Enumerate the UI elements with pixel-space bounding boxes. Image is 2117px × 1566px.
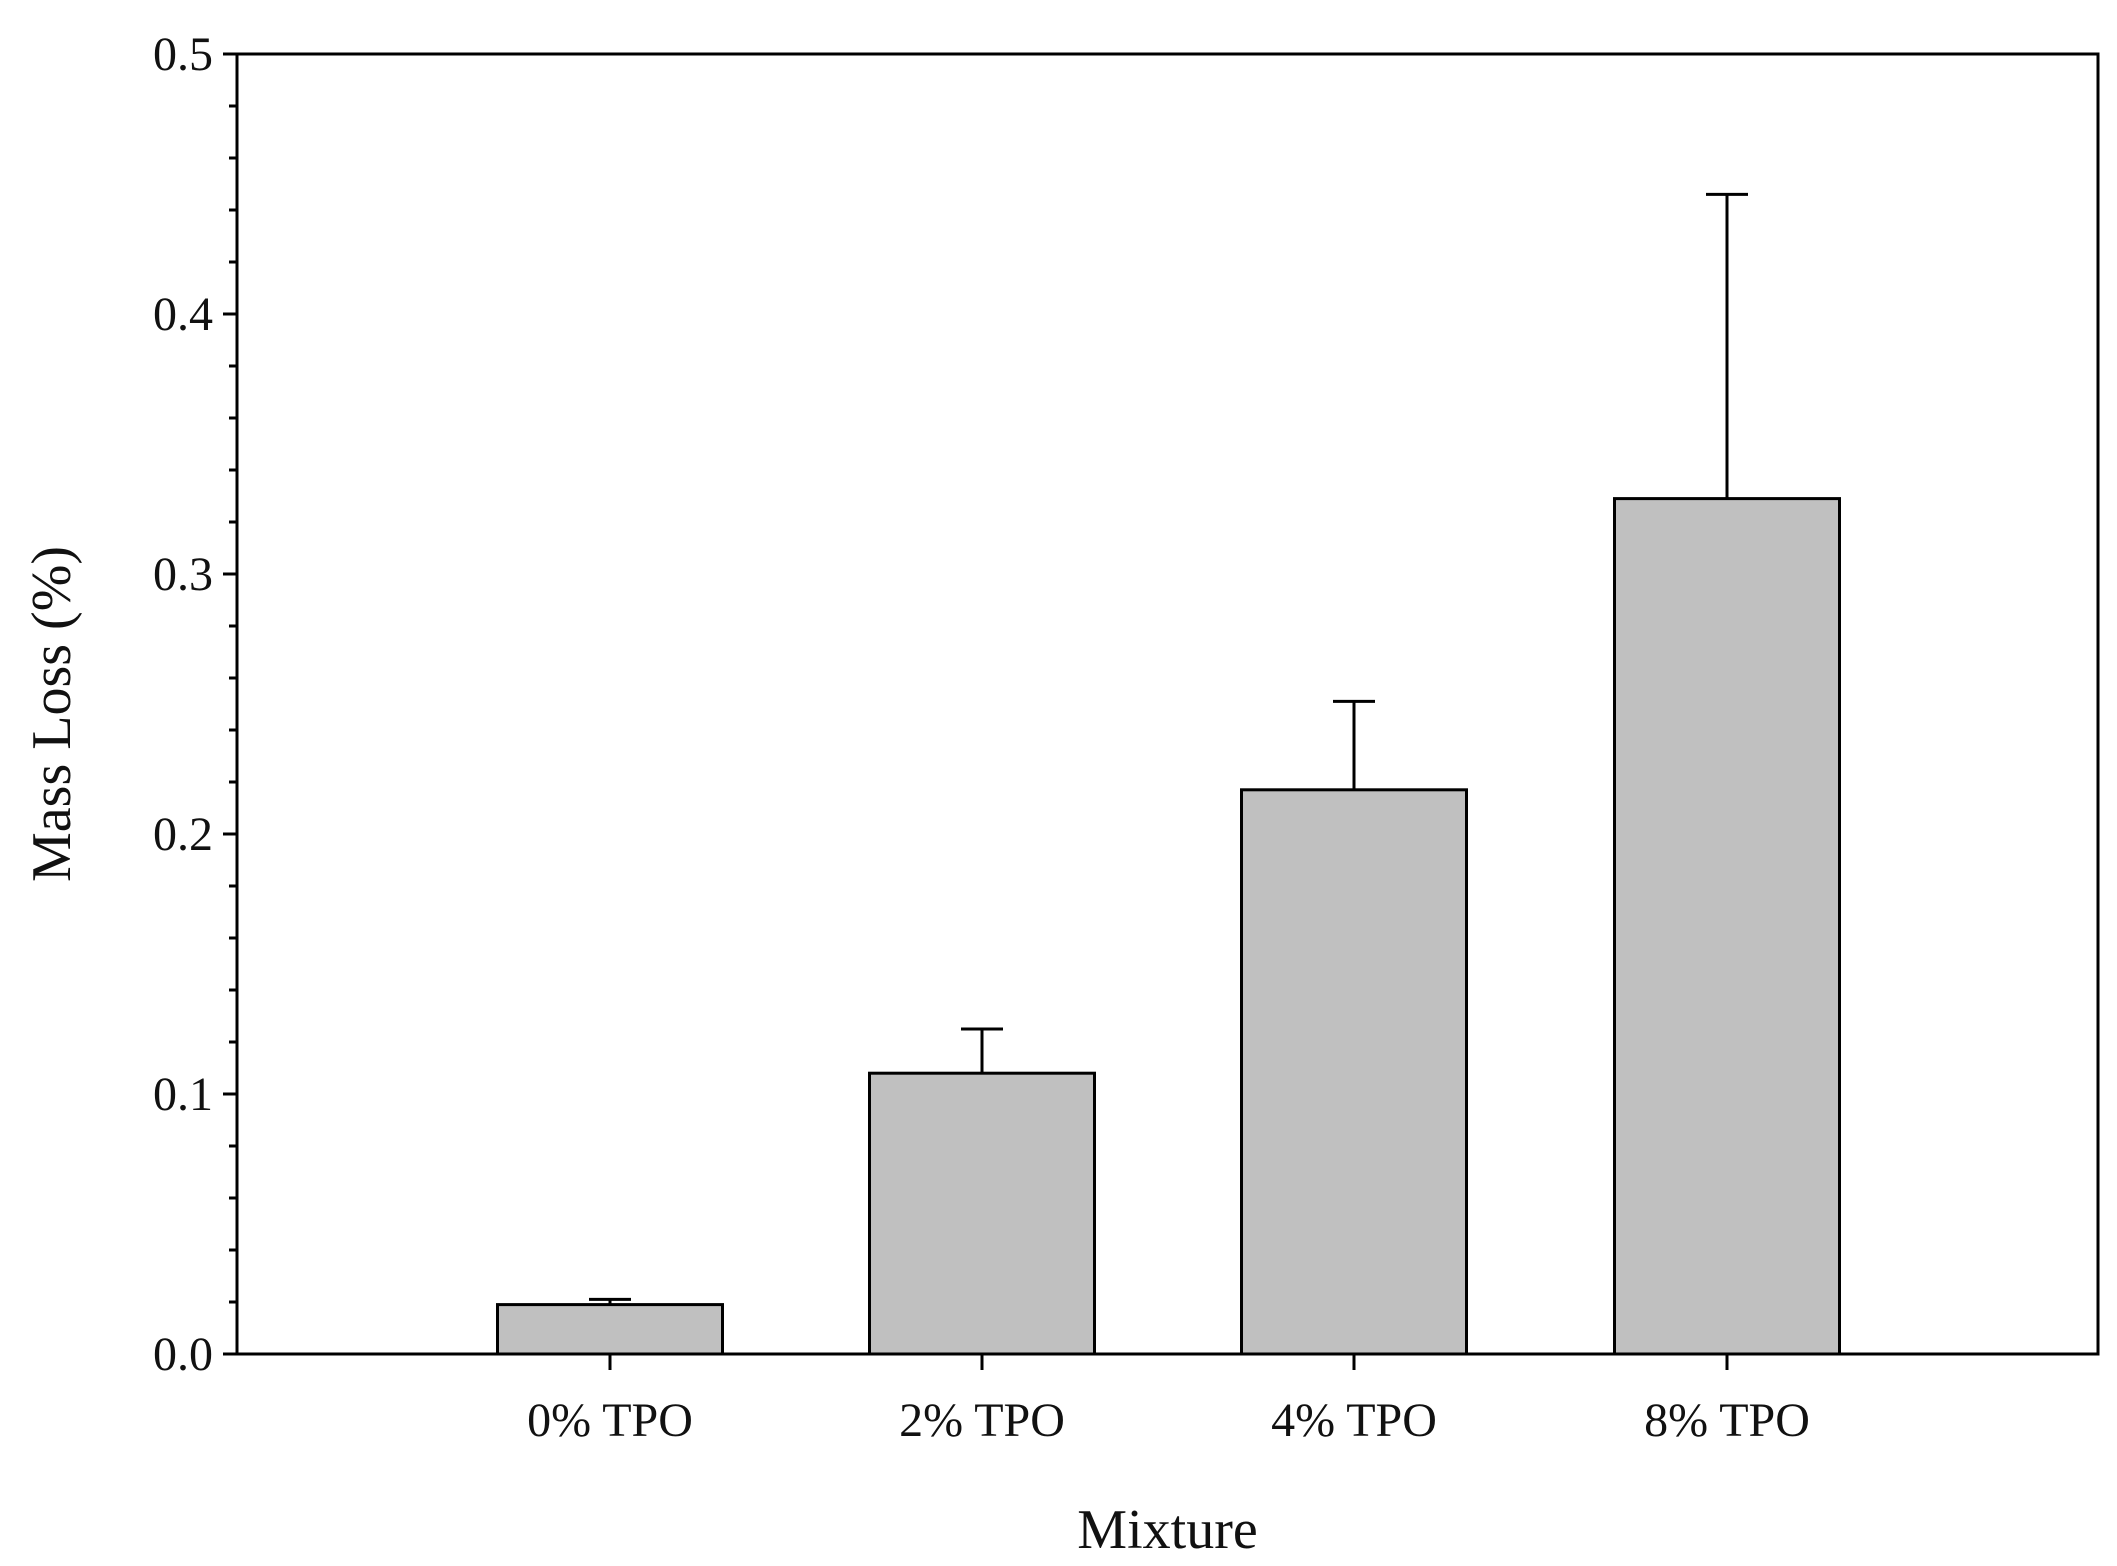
bar-4-tpo	[1240, 788, 1468, 1356]
error-bar-0-tpo	[589, 1297, 631, 1305]
error-bar-8-tpo	[1706, 192, 1748, 499]
y-axis-title: Mass Loss (%)	[21, 546, 83, 882]
y-tick-label: 0.1	[153, 1068, 213, 1121]
x-tick-label: 8% TPO	[1644, 1394, 1810, 1447]
y-tick-label: 0.3	[153, 548, 213, 601]
bar-8-tpo	[1613, 497, 1841, 1356]
x-tick-label: 2% TPO	[899, 1394, 1065, 1447]
y-tick-label: 0.0	[153, 1328, 213, 1381]
bars-layer	[496, 497, 1841, 1356]
bar-2-tpo	[868, 1071, 1096, 1356]
y-tick-label: 0.5	[153, 28, 213, 81]
x-axis-ticks: 0% TPO 2% TPO 4% TPO 8% TPO	[527, 1354, 1810, 1447]
error-bar-2-tpo	[961, 1027, 1003, 1074]
bar-0-tpo	[496, 1303, 724, 1356]
x-tick-label: 0% TPO	[527, 1394, 693, 1447]
x-axis-title: Mixture	[1077, 1499, 1257, 1561]
plot-frame	[235, 52, 2100, 1356]
error-bar-4-tpo	[1333, 699, 1375, 790]
error-bars-layer	[589, 192, 1748, 1305]
y-tick-label: 0.4	[153, 288, 213, 341]
y-tick-label: 0.2	[153, 808, 213, 861]
x-tick-label: 4% TPO	[1271, 1394, 1437, 1447]
y-axis-ticks: 0.0 0.1 0.2 0.3 0.4 0.5	[153, 28, 237, 1381]
